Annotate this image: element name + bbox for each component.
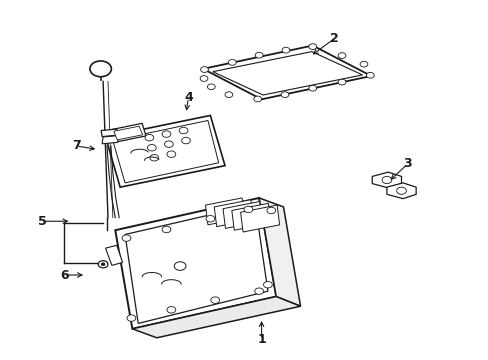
- Text: 3: 3: [403, 157, 411, 170]
- Circle shape: [98, 261, 108, 268]
- Polygon shape: [101, 129, 118, 136]
- Circle shape: [127, 315, 136, 321]
- Circle shape: [162, 226, 170, 233]
- Text: 5: 5: [38, 215, 46, 228]
- Circle shape: [282, 47, 289, 53]
- Circle shape: [266, 207, 275, 214]
- Polygon shape: [113, 121, 218, 183]
- Polygon shape: [132, 297, 300, 338]
- Circle shape: [181, 137, 190, 144]
- Circle shape: [207, 84, 215, 90]
- Circle shape: [381, 176, 391, 184]
- Circle shape: [366, 72, 373, 78]
- Text: 6: 6: [60, 269, 68, 282]
- Circle shape: [164, 141, 173, 147]
- Circle shape: [308, 44, 316, 49]
- Circle shape: [228, 59, 236, 65]
- Circle shape: [101, 263, 105, 266]
- Circle shape: [174, 262, 185, 270]
- Circle shape: [150, 154, 158, 161]
- Circle shape: [145, 134, 154, 141]
- Circle shape: [253, 96, 261, 102]
- Circle shape: [210, 297, 219, 303]
- Circle shape: [337, 53, 345, 58]
- Polygon shape: [212, 51, 362, 95]
- Polygon shape: [240, 205, 279, 232]
- Circle shape: [337, 79, 345, 85]
- Circle shape: [308, 85, 316, 91]
- Polygon shape: [115, 198, 276, 329]
- Circle shape: [359, 61, 367, 67]
- Polygon shape: [214, 200, 253, 226]
- Circle shape: [254, 288, 263, 294]
- Polygon shape: [231, 203, 270, 230]
- Polygon shape: [386, 183, 415, 199]
- Text: 4: 4: [183, 91, 192, 104]
- Polygon shape: [105, 116, 224, 187]
- Circle shape: [396, 187, 406, 194]
- Text: 2: 2: [330, 32, 338, 45]
- Circle shape: [147, 144, 156, 151]
- Circle shape: [200, 76, 207, 81]
- Circle shape: [162, 131, 170, 137]
- Circle shape: [90, 61, 111, 77]
- Circle shape: [179, 127, 187, 134]
- Polygon shape: [203, 45, 370, 99]
- Polygon shape: [259, 198, 300, 306]
- Circle shape: [200, 67, 208, 72]
- Polygon shape: [371, 172, 401, 188]
- Polygon shape: [105, 245, 122, 265]
- Circle shape: [122, 235, 131, 241]
- Polygon shape: [102, 135, 119, 144]
- Circle shape: [166, 151, 175, 157]
- Text: 7: 7: [72, 139, 81, 152]
- Circle shape: [244, 206, 252, 213]
- Circle shape: [263, 282, 272, 288]
- Polygon shape: [125, 204, 267, 323]
- Circle shape: [166, 307, 175, 313]
- Circle shape: [224, 92, 232, 98]
- Circle shape: [255, 52, 263, 58]
- Circle shape: [205, 216, 214, 222]
- Text: 1: 1: [257, 333, 265, 346]
- Polygon shape: [205, 198, 244, 225]
- Polygon shape: [114, 126, 142, 140]
- Polygon shape: [223, 202, 262, 228]
- Circle shape: [281, 92, 288, 98]
- Polygon shape: [110, 123, 146, 142]
